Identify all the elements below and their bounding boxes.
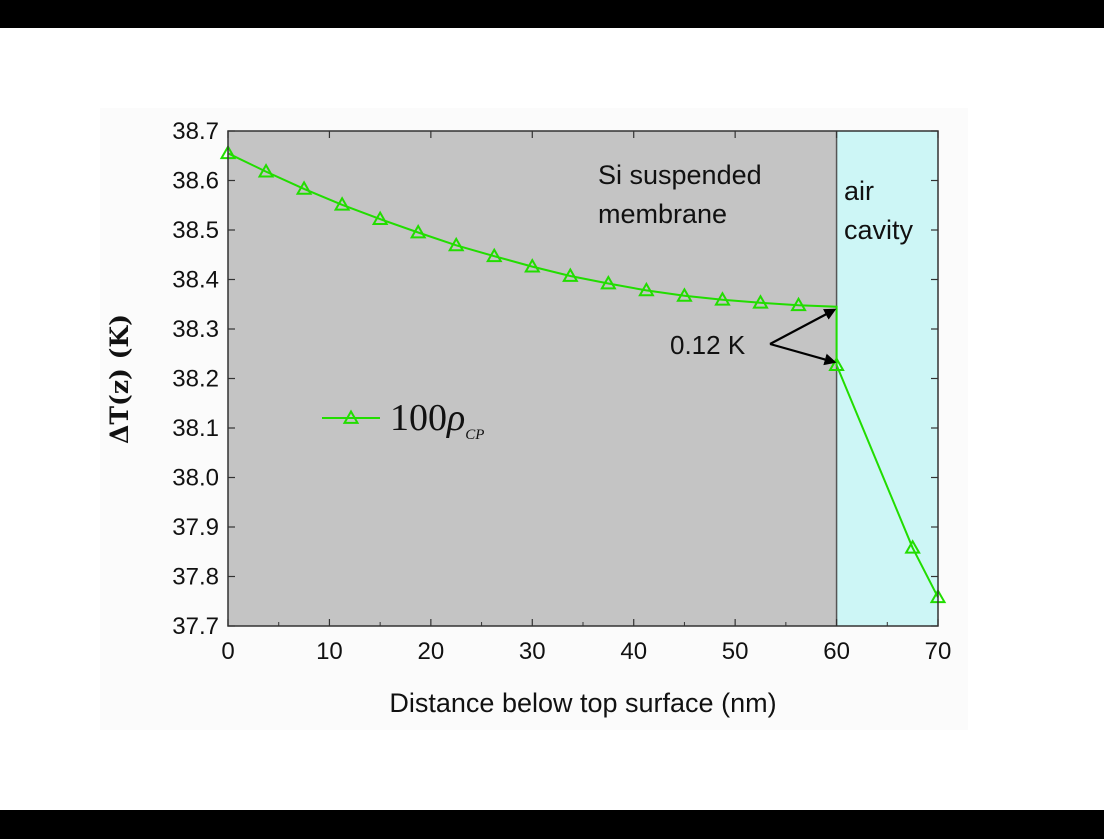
axes-layer bbox=[227, 130, 939, 627]
series-line bbox=[227, 152, 939, 598]
x-tick-label: 0 bbox=[221, 638, 234, 665]
series-layer bbox=[219, 144, 947, 604]
data-point bbox=[371, 210, 389, 225]
y-tick-label: 38.4 bbox=[172, 267, 219, 294]
data-point bbox=[486, 247, 503, 263]
x-tick-label: 30 bbox=[519, 638, 546, 665]
legend-marker bbox=[342, 409, 360, 424]
annotation-arrow bbox=[769, 342, 837, 366]
y-axis-title: ΔT(z) (K) bbox=[105, 314, 134, 444]
legend-label: 100ρCP bbox=[390, 397, 484, 443]
x-tick-label: 40 bbox=[620, 638, 647, 665]
x-tick-label: 50 bbox=[722, 638, 749, 665]
data-point bbox=[562, 267, 579, 282]
data-point bbox=[257, 163, 275, 178]
region-label-line: Si suspended bbox=[598, 160, 762, 190]
region-label-line: membrane bbox=[598, 199, 727, 229]
y-tick-label: 38.6 bbox=[172, 168, 219, 195]
region-label-line: air bbox=[844, 176, 874, 206]
y-tick-label: 38.1 bbox=[172, 415, 219, 442]
annotation-label: 0.12 K bbox=[670, 330, 746, 360]
data-point bbox=[447, 236, 465, 252]
region-1 bbox=[836, 131, 938, 626]
x-tick-label: 20 bbox=[418, 638, 445, 665]
region-0 bbox=[228, 131, 837, 626]
annotation-arrow bbox=[769, 308, 837, 345]
y-tick-label: 38.7 bbox=[172, 118, 219, 145]
data-point bbox=[904, 539, 921, 554]
x-tick-label: 70 bbox=[925, 638, 952, 665]
y-tick-label: 38.0 bbox=[172, 465, 219, 492]
data-point bbox=[524, 258, 541, 273]
y-tick-label: 37.7 bbox=[172, 613, 219, 640]
y-tick-label: 37.8 bbox=[172, 564, 219, 591]
data-point bbox=[409, 223, 427, 239]
x-tick-label: 60 bbox=[823, 638, 850, 665]
legend: 100ρCP bbox=[322, 397, 484, 443]
y-tick-label: 38.2 bbox=[172, 366, 219, 393]
data-point bbox=[790, 296, 807, 312]
bottom-black-band bbox=[0, 810, 1104, 839]
y-tick-label: 38.3 bbox=[172, 316, 219, 343]
regions-layer bbox=[228, 131, 938, 626]
data-point bbox=[752, 294, 769, 309]
data-point bbox=[638, 281, 655, 297]
data-point bbox=[333, 196, 351, 211]
y-tick-label: 38.5 bbox=[172, 217, 219, 244]
y-tick-label: 37.9 bbox=[172, 514, 219, 541]
region-label-line: cavity bbox=[844, 215, 914, 245]
data-point bbox=[600, 274, 617, 290]
labels-layer: Si suspended membrane air cavity 0 10 20 30 40 50… bbox=[105, 118, 951, 718]
data-point bbox=[295, 180, 313, 195]
data-point bbox=[714, 291, 731, 306]
x-tick-label: 10 bbox=[316, 638, 343, 665]
data-point bbox=[676, 287, 693, 302]
x-axis-title: Distance below top surface (nm) bbox=[389, 688, 776, 718]
top-black-band bbox=[0, 0, 1104, 28]
